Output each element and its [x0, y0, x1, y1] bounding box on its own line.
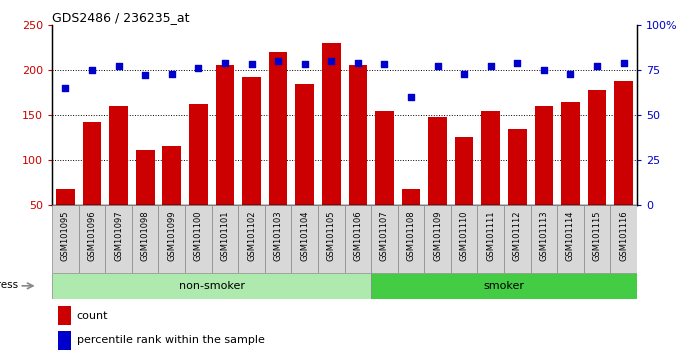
- Bar: [454, 137, 473, 205]
- Point: [485, 63, 496, 69]
- Text: GSM101114: GSM101114: [566, 211, 575, 261]
- Bar: [264, 205, 292, 273]
- Bar: [132, 205, 159, 273]
- Text: GSM101097: GSM101097: [114, 211, 123, 261]
- Text: GSM101109: GSM101109: [433, 211, 442, 261]
- Text: GSM101103: GSM101103: [274, 211, 283, 261]
- Point: [113, 63, 124, 69]
- Text: GSM101098: GSM101098: [141, 211, 150, 261]
- Point: [432, 63, 443, 69]
- Text: GSM101096: GSM101096: [88, 211, 97, 261]
- Bar: [212, 205, 238, 273]
- Bar: [295, 84, 314, 205]
- Bar: [136, 150, 155, 205]
- Point: [86, 67, 97, 73]
- Text: GSM101099: GSM101099: [167, 211, 176, 261]
- Text: GSM101101: GSM101101: [221, 211, 230, 261]
- Text: GSM101111: GSM101111: [487, 211, 495, 261]
- Bar: [504, 205, 530, 273]
- Bar: [189, 104, 207, 205]
- Bar: [58, 306, 71, 325]
- Bar: [535, 106, 553, 205]
- Bar: [109, 106, 128, 205]
- Bar: [587, 90, 606, 205]
- Bar: [318, 205, 345, 273]
- Bar: [322, 43, 340, 205]
- Bar: [397, 205, 425, 273]
- Text: GSM101106: GSM101106: [354, 211, 363, 261]
- Bar: [105, 205, 132, 273]
- Text: GSM101107: GSM101107: [380, 211, 389, 261]
- Point: [405, 94, 416, 100]
- Bar: [52, 205, 79, 273]
- Bar: [482, 110, 500, 205]
- Bar: [162, 146, 181, 205]
- Point: [246, 62, 257, 67]
- Bar: [349, 65, 367, 205]
- Text: non-smoker: non-smoker: [179, 281, 245, 291]
- Bar: [371, 205, 397, 273]
- Point: [326, 58, 337, 64]
- Point: [299, 62, 310, 67]
- Text: GSM101116: GSM101116: [619, 211, 628, 261]
- Point: [219, 60, 230, 65]
- Bar: [185, 205, 212, 273]
- Point: [352, 60, 363, 65]
- Point: [512, 60, 523, 65]
- Text: stress: stress: [0, 280, 18, 290]
- Bar: [508, 129, 527, 205]
- Text: percentile rank within the sample: percentile rank within the sample: [77, 335, 264, 346]
- Point: [565, 71, 576, 76]
- Bar: [58, 331, 71, 350]
- Text: GSM101102: GSM101102: [247, 211, 256, 261]
- Bar: [477, 205, 504, 273]
- Bar: [292, 205, 318, 273]
- Point: [592, 63, 603, 69]
- Point: [273, 58, 284, 64]
- Text: GDS2486 / 236235_at: GDS2486 / 236235_at: [52, 11, 190, 24]
- Point: [379, 62, 390, 67]
- Point: [193, 65, 204, 71]
- Bar: [428, 117, 447, 205]
- Point: [140, 73, 151, 78]
- Text: GSM101110: GSM101110: [459, 211, 468, 261]
- Point: [459, 71, 470, 76]
- Bar: [375, 110, 394, 205]
- Bar: [83, 122, 102, 205]
- Bar: [561, 102, 580, 205]
- Bar: [615, 81, 633, 205]
- Text: count: count: [77, 310, 109, 321]
- Bar: [242, 77, 261, 205]
- Text: GSM101100: GSM101100: [194, 211, 203, 261]
- Bar: [530, 205, 557, 273]
- Text: GSM101104: GSM101104: [300, 211, 309, 261]
- Text: GSM101105: GSM101105: [326, 211, 335, 261]
- Bar: [345, 205, 371, 273]
- Text: GSM101108: GSM101108: [406, 211, 416, 261]
- Bar: [159, 205, 185, 273]
- Bar: [402, 189, 420, 205]
- Point: [60, 85, 71, 91]
- Bar: [79, 205, 105, 273]
- Bar: [56, 189, 74, 205]
- Point: [166, 71, 177, 76]
- Bar: [451, 205, 477, 273]
- Bar: [269, 52, 287, 205]
- Bar: [216, 65, 235, 205]
- Bar: [610, 205, 637, 273]
- Text: GSM101112: GSM101112: [513, 211, 522, 261]
- Bar: [584, 205, 610, 273]
- Text: smoker: smoker: [484, 281, 525, 291]
- Bar: [52, 273, 371, 299]
- Bar: [557, 205, 584, 273]
- Bar: [425, 205, 451, 273]
- Point: [618, 60, 629, 65]
- Bar: [238, 205, 264, 273]
- Bar: [371, 273, 637, 299]
- Text: GSM101095: GSM101095: [61, 211, 70, 261]
- Text: GSM101115: GSM101115: [592, 211, 601, 261]
- Text: GSM101113: GSM101113: [539, 211, 548, 261]
- Point: [538, 67, 549, 73]
